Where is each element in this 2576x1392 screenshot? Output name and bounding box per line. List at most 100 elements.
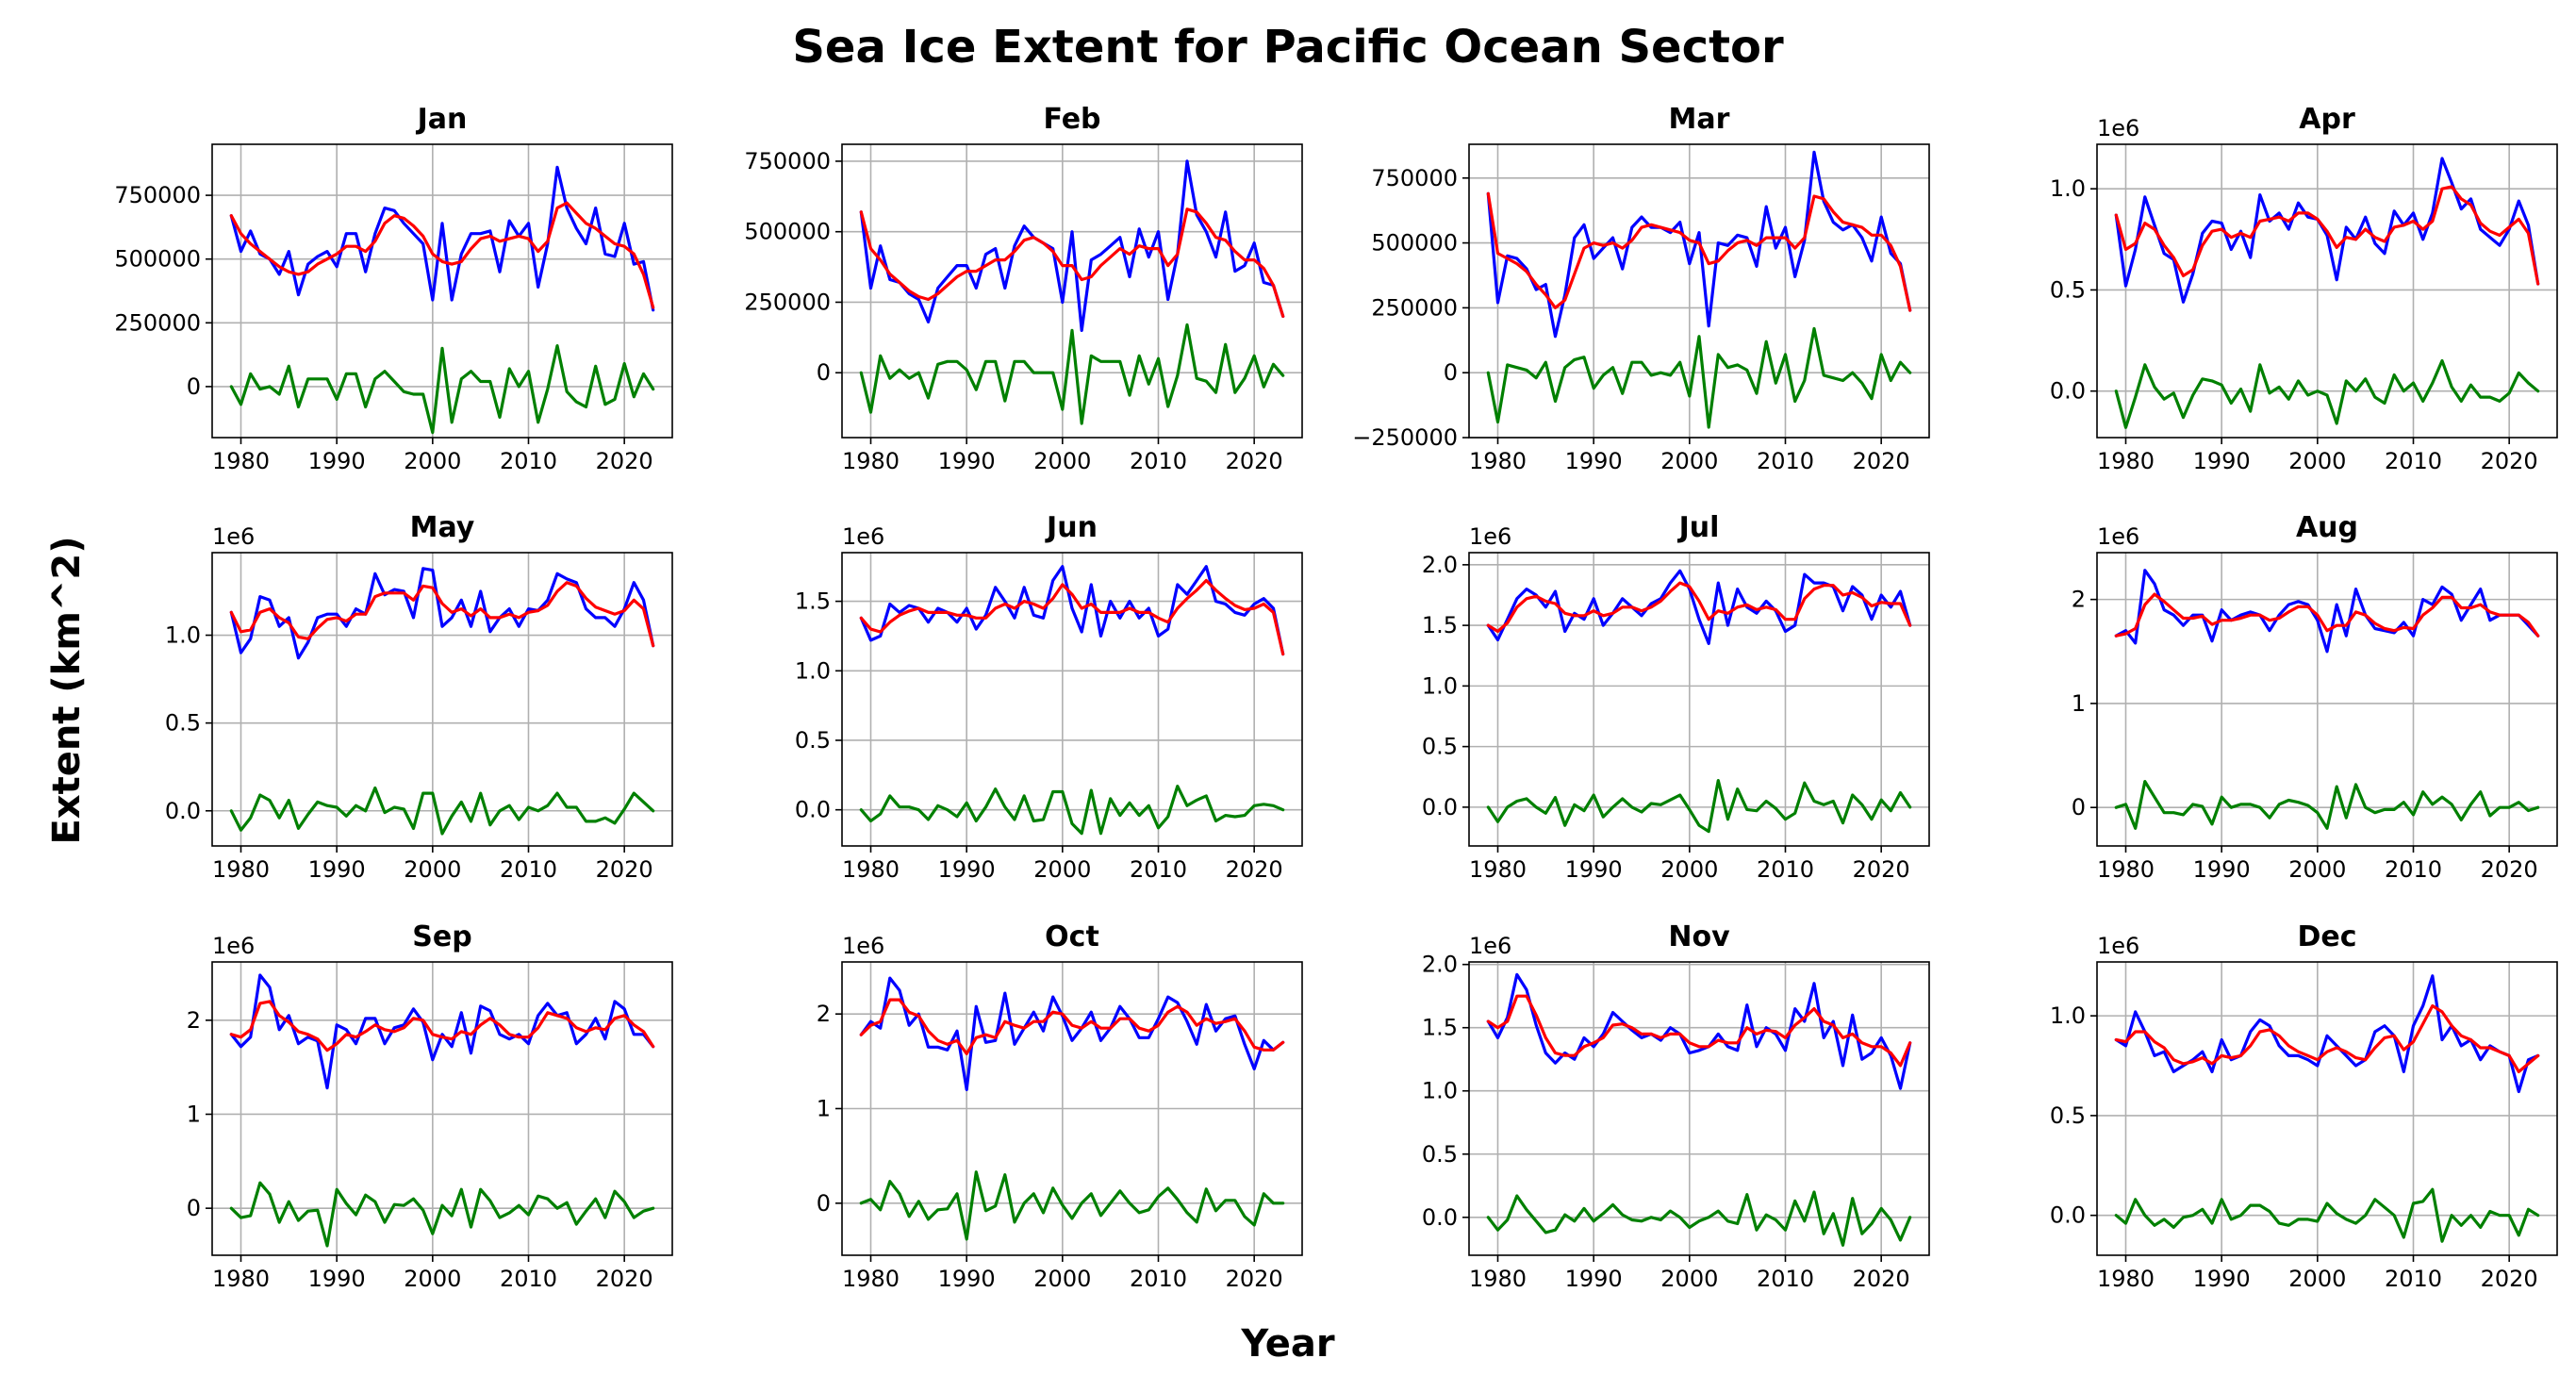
x-tick-label: 2020 (1226, 856, 1283, 883)
y-tick-label: 1 (817, 1096, 831, 1122)
series-line-difference (2114, 1187, 2540, 1243)
x-tick-label: 1980 (842, 448, 900, 474)
x-tick-label: 1990 (1565, 856, 1623, 883)
series-line-difference (1486, 778, 1912, 834)
y-tick-label: 250000 (744, 289, 831, 315)
y-tick-label: 0 (817, 1190, 831, 1217)
subplot-title: Aug (2296, 511, 2358, 544)
x-tick-label: 1990 (938, 856, 996, 883)
plot-frame (841, 961, 1303, 1256)
x-tick-label: 1990 (308, 856, 366, 883)
subplot-title: Nov (1668, 920, 1730, 953)
series-line-smoothed (1486, 994, 1912, 1068)
y-tick-label: 1.0 (1422, 1078, 1458, 1104)
axis-offset-label: 1e6 (2097, 115, 2139, 141)
series-line-smoothed (2114, 592, 2540, 638)
y-tick-label: 1 (187, 1101, 201, 1127)
y-tick-label: −250000 (1352, 424, 1458, 451)
x-tick-label: 1990 (1565, 1266, 1623, 1292)
series-line-raw (229, 567, 655, 660)
y-tick-label: 1 (2072, 690, 2086, 717)
y-tick-label: 1.5 (1422, 1015, 1458, 1041)
axis-offset-label: 1e6 (212, 933, 255, 959)
x-tick-label: 1980 (212, 448, 270, 474)
series-line-difference (2114, 779, 2540, 830)
x-tick-label: 2020 (1226, 1266, 1283, 1292)
y-tick-label: 0.0 (2050, 1202, 2086, 1229)
x-tick-label: 2020 (1853, 448, 1910, 474)
plot-frame (841, 143, 1303, 439)
subplot-title: Sep (412, 920, 471, 953)
y-tick-label: 750000 (114, 182, 201, 208)
subplot-dec: 1980 1990 2000 2010 2020 0.0 0.5 1.0 Dec 1e6 (2050, 920, 2558, 1292)
figure-xlabel: Year (1240, 1322, 1334, 1366)
series-line-smoothed (229, 581, 655, 648)
series-line-difference (229, 786, 655, 836)
x-tick-label: 1980 (2097, 856, 2155, 883)
series-line-raw (229, 973, 655, 1090)
subplot-mar: 1980 1990 2000 2010 2020 −250000 0 250000 500000… (1352, 103, 1930, 474)
subplot-title: May (410, 511, 475, 544)
x-tick-label: 2010 (500, 448, 557, 474)
x-tick-label: 2000 (1660, 1266, 1718, 1292)
x-tick-label: 1990 (1565, 448, 1623, 474)
y-tick-label: 1.0 (2050, 175, 2086, 202)
x-tick-label: 2010 (1130, 1266, 1187, 1292)
x-tick-label: 2000 (2288, 448, 2346, 474)
plot-frame (1468, 143, 1930, 439)
series-line-difference (859, 323, 1285, 425)
axis-offset-label: 1e6 (2097, 933, 2139, 959)
series-line-raw (1486, 972, 1912, 1090)
x-tick-label: 2010 (1757, 1266, 1814, 1292)
x-tick-label: 1990 (308, 1266, 366, 1292)
subplot-jul: 1980 1990 2000 2010 2020 0.0 0.5 1.0 1.5 2.0 Jul 1e… (1422, 511, 1930, 883)
x-tick-label: 2010 (500, 1266, 557, 1292)
subplot-oct: 1980 1990 2000 2010 2020 0 1 2 Oct 1e6 (817, 920, 1303, 1292)
y-tick-label: 0.5 (2050, 1102, 2086, 1129)
y-tick-label: 1.5 (1422, 612, 1458, 638)
axis-offset-label: 1e6 (842, 523, 884, 550)
plot-frame (211, 552, 673, 847)
x-tick-label: 1980 (1469, 1266, 1527, 1292)
x-tick-label: 1980 (212, 856, 270, 883)
x-tick-label: 1990 (938, 448, 996, 474)
y-tick-label: 0 (187, 1195, 201, 1221)
y-tick-label: 500000 (744, 219, 831, 245)
x-tick-label: 1990 (938, 1266, 996, 1292)
y-tick-label: 250000 (1371, 294, 1458, 321)
plot-frame (211, 961, 673, 1256)
series-line-difference (1486, 326, 1912, 429)
x-tick-label: 2020 (1853, 856, 1910, 883)
subplot-may: 1980 1990 2000 2010 2020 0.0 0.5 1.0 May 1e6 (165, 511, 673, 883)
series-line-raw (1486, 150, 1912, 339)
y-tick-label: 750000 (744, 148, 831, 174)
subplots-grid: 1980 1990 2000 2010 20200250000500000750000J… (114, 103, 2558, 1292)
x-tick-label: 2020 (1226, 448, 1283, 474)
subplot-jun: 1980 1990 2000 2010 2020 0.0 0.5 1.0 1.5 Jun 1e6 (795, 511, 1303, 883)
y-tick-label: 1.0 (1422, 672, 1458, 699)
axis-offset-label: 1e6 (212, 523, 255, 550)
y-tick-label: 0.0 (1422, 1204, 1458, 1231)
y-tick-label: 0.0 (1422, 794, 1458, 820)
x-tick-label: 1980 (842, 856, 900, 883)
y-tick-label: 1.0 (2050, 1003, 2086, 1029)
x-tick-label: 2000 (1033, 856, 1091, 883)
x-tick-label: 2000 (1033, 448, 1091, 474)
x-tick-label: 1990 (2193, 448, 2251, 474)
y-tick-label: 250000 (114, 309, 201, 336)
x-tick-label: 2000 (1033, 1266, 1091, 1292)
series-line-difference (229, 344, 655, 435)
series-line-raw (859, 159, 1285, 332)
x-tick-label: 1980 (1469, 448, 1527, 474)
axis-offset-label: 1e6 (842, 933, 884, 959)
x-tick-label: 2000 (404, 856, 461, 883)
y-tick-label: 1.0 (165, 622, 201, 649)
plot-frame (2096, 961, 2558, 1256)
x-tick-label: 2000 (2288, 856, 2346, 883)
series-line-smoothed (229, 1000, 655, 1052)
subplot-title: Apr (2299, 103, 2355, 136)
y-tick-label: 0.0 (795, 797, 831, 823)
x-tick-label: 2000 (1660, 856, 1718, 883)
plot-frame (211, 143, 673, 439)
